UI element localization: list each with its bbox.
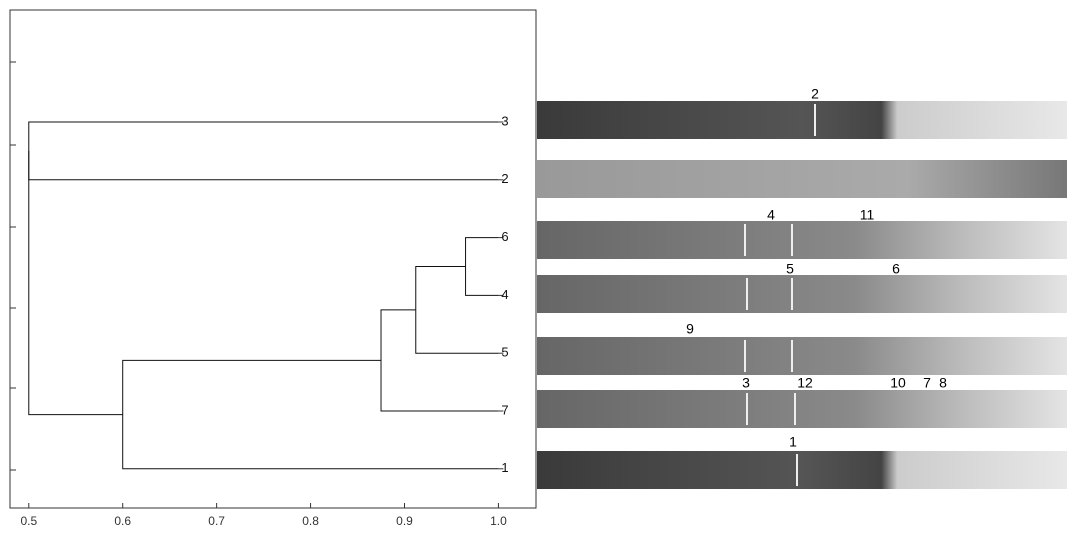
gel	[537, 101, 1067, 489]
band-label: 8	[939, 375, 947, 391]
dendrogram-link	[465, 237, 499, 296]
band-label: 11	[860, 207, 875, 223]
band-label: 9	[686, 321, 694, 337]
plot-frame	[9, 9, 537, 509]
gel-lane	[537, 451, 1067, 489]
band-label: 2	[811, 86, 819, 102]
leaf-label: 2	[501, 171, 508, 186]
gel-bands	[744, 104, 816, 486]
frame-ticks	[10, 61, 16, 471]
gel-lane	[537, 390, 1067, 428]
x-tick-label: 0.8	[302, 514, 319, 528]
x-tick-label: 0.7	[208, 514, 225, 528]
leaf-label: 4	[501, 287, 508, 302]
gel-lane	[537, 337, 1067, 375]
band-label: 7	[923, 375, 931, 391]
dendrogram-link	[28, 121, 499, 181]
gel-lane	[537, 160, 1067, 198]
gel-lane	[537, 221, 1067, 259]
dendrogram-link	[28, 150, 123, 416]
x-tick-label: 1.0	[490, 514, 507, 528]
dendrogram-link	[415, 266, 499, 354]
band-label: 4	[767, 207, 775, 223]
x-tick-label: 0.9	[396, 514, 413, 528]
leaf-label: 5	[501, 345, 508, 360]
gel-lane	[537, 275, 1067, 313]
leaf-label: 3	[501, 113, 508, 128]
band-label: 1	[789, 434, 797, 450]
band-label: 6	[892, 261, 900, 277]
gel-lane	[537, 101, 1067, 139]
band-label: 12	[797, 375, 813, 391]
band-label: 10	[890, 375, 906, 391]
leaf-label: 1	[501, 460, 508, 475]
leaf-label: 7	[501, 402, 508, 417]
band-label: 3	[742, 375, 750, 391]
dendrogram-link	[380, 309, 499, 412]
leaf-label: 6	[501, 229, 508, 244]
x-tick-label: 0.5	[20, 514, 37, 528]
x-tick-label: 0.6	[114, 514, 131, 528]
dendrogram-link	[122, 359, 499, 470]
band-label: 5	[786, 261, 794, 277]
